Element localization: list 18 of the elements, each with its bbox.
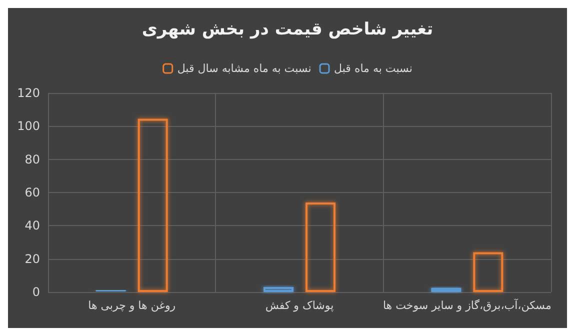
y-tick-label: 60 xyxy=(24,186,40,200)
bar xyxy=(431,288,462,292)
y-tick-label: 0 xyxy=(32,285,40,299)
bar xyxy=(138,118,168,292)
y-tick-label: 80 xyxy=(24,152,40,166)
bar xyxy=(306,202,336,292)
legend-label: نسبت به ماه مشابه سال قبل xyxy=(177,62,312,75)
chart-title: تغییر شاخص قیمت در بخش شهری xyxy=(142,20,434,40)
y-tick-label: 120 xyxy=(17,86,40,100)
x-tick-label: مسکن،آب،برق،گاز و سایر سوخت ها xyxy=(382,298,552,312)
y-tick-label: 40 xyxy=(24,218,40,233)
x-tick-label: پوشاک و کفش xyxy=(265,299,334,312)
legend-label: نسبت به ماه قبل xyxy=(334,62,412,75)
y-tick-label: 20 xyxy=(24,252,40,266)
x-tick-label: روغن ها و چربی ها xyxy=(88,299,176,312)
y-tick-label: 100 xyxy=(17,119,40,134)
bar xyxy=(473,252,504,292)
bar xyxy=(264,287,294,292)
